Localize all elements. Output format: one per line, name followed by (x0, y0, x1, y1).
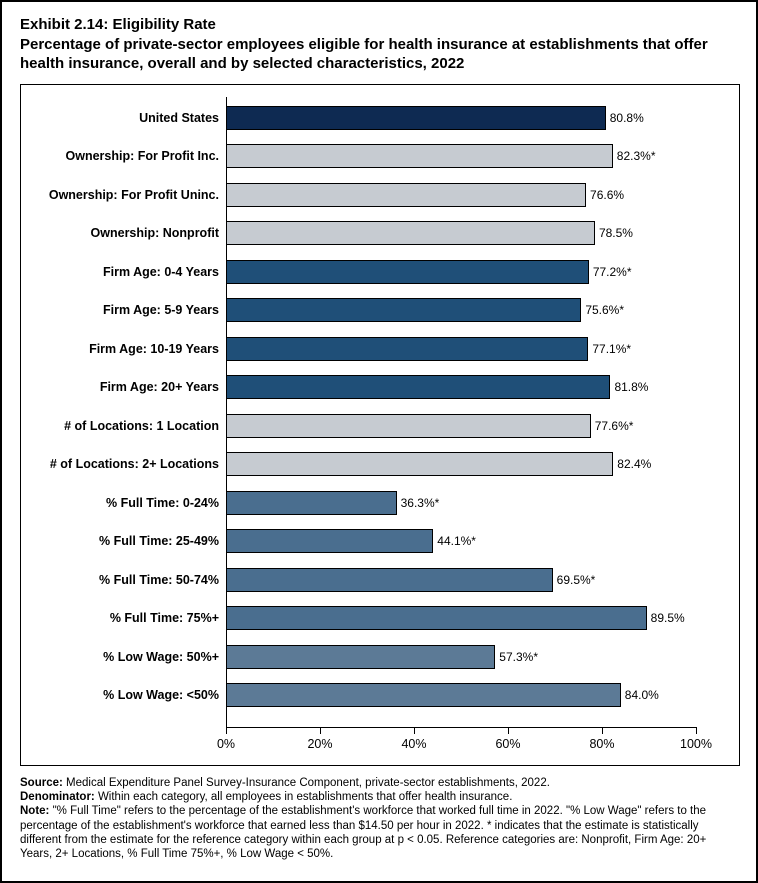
exhibit-container: Exhibit 2.14: Eligibility Rate Percentag… (0, 0, 758, 883)
footer-source-line: Source: Medical Expenditure Panel Survey… (20, 776, 738, 790)
footer-denominator-line: Denominator: Within each category, all e… (20, 790, 738, 804)
footer-source-label: Source: (20, 777, 63, 789)
footer: Source: Medical Expenditure Panel Survey… (20, 776, 738, 862)
x-tick-label: 0% (217, 737, 235, 751)
plot-area (226, 97, 697, 728)
bar-category-label: % Full Time: 25-49% (99, 526, 219, 556)
x-tick (414, 728, 415, 734)
exhibit-title-line1: Exhibit 2.14: Eligibility Rate (20, 16, 738, 34)
bar-category-label: % Full Time: 50-74% (99, 565, 219, 595)
bar-category-label: Firm Age: 0-4 Years (103, 257, 219, 287)
footer-note-label: Note: (20, 805, 49, 817)
bar-category-label: % Full Time: 75%+ (110, 603, 219, 633)
bar-category-label: % Low Wage: 50%+ (103, 642, 219, 672)
x-tick (226, 728, 227, 734)
bar-category-label: % Low Wage: <50% (103, 680, 219, 710)
bar-category-label: Ownership: For Profit Uninc. (49, 180, 219, 210)
bar-category-label: Firm Age: 20+ Years (100, 372, 219, 402)
bar-category-label: Ownership: For Profit Inc. (66, 141, 219, 171)
bar-category-label: Firm Age: 5-9 Years (103, 295, 219, 325)
bar-category-label: # of Locations: 1 Location (64, 411, 219, 441)
footer-note-text: "% Full Time" refers to the percentage o… (20, 805, 706, 860)
bar-category-label: % Full Time: 0-24% (106, 488, 219, 518)
footer-denominator-text: Within each category, all employees in e… (95, 791, 513, 803)
footer-note-line: Note: "% Full Time" refers to the percen… (20, 804, 738, 862)
footer-denominator-label: Denominator: (20, 791, 95, 803)
bar-category-label: United States (139, 103, 219, 133)
bar-category-label: Firm Age: 10-19 Years (89, 334, 219, 364)
x-tick-label: 60% (495, 737, 520, 751)
footer-source-text: Medical Expenditure Panel Survey-Insuran… (63, 777, 550, 789)
x-tick-label: 80% (589, 737, 614, 751)
x-tick-label: 20% (307, 737, 332, 751)
x-tick-label: 100% (680, 737, 712, 751)
x-tick (602, 728, 603, 734)
exhibit-title-line2: Percentage of private-sector employees e… (20, 36, 738, 74)
bar-category-label: # of Locations: 2+ Locations (50, 449, 219, 479)
x-tick (696, 728, 697, 734)
x-tick (508, 728, 509, 734)
chart-frame: United States80.8%Ownership: For Profit … (20, 84, 740, 766)
x-tick (320, 728, 321, 734)
bar-category-label: Ownership: Nonprofit (91, 218, 219, 248)
x-tick-label: 40% (401, 737, 426, 751)
